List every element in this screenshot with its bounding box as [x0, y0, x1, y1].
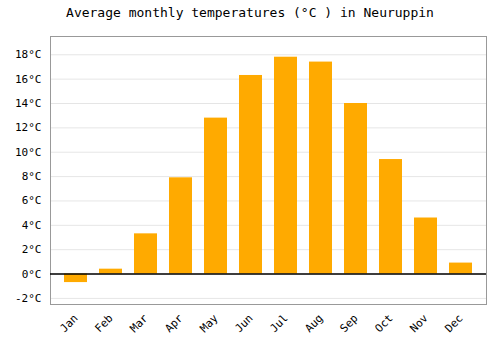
svg-text:16°C: 16°C	[15, 73, 42, 86]
svg-text:18°C: 18°C	[15, 48, 42, 61]
svg-text:6°C: 6°C	[22, 194, 42, 207]
svg-text:2°C: 2°C	[22, 243, 42, 256]
svg-text:Sep: Sep	[337, 312, 360, 335]
svg-text:12°C: 12°C	[15, 121, 42, 134]
svg-text:Dec: Dec	[442, 312, 465, 335]
svg-text:10°C: 10°C	[15, 146, 42, 159]
svg-text:Jul: Jul	[267, 312, 290, 335]
svg-text:Mar: Mar	[127, 311, 151, 335]
svg-text:Jan: Jan	[57, 312, 80, 335]
svg-text:Jun: Jun	[232, 312, 255, 335]
svg-text:Oct: Oct	[372, 312, 395, 335]
html-text:Average monthly temperatures (: Average monthly temperatures (°C ) in Ne…	[66, 5, 434, 20]
svg-text:-2°C: -2°C	[15, 292, 42, 305]
svg-text:Nov: Nov	[407, 311, 431, 335]
svg-text:8°C: 8°C	[22, 170, 42, 183]
svg-text:Aug: Aug	[302, 312, 325, 335]
svg-text:14°C: 14°C	[15, 97, 42, 110]
svg-text:May: May	[197, 311, 221, 335]
svg-text:0°C: 0°C	[22, 268, 42, 281]
svg-text:4°C: 4°C	[22, 219, 42, 232]
svg-text:Feb: Feb	[92, 312, 115, 335]
svg-text:Apr: Apr	[162, 311, 186, 335]
